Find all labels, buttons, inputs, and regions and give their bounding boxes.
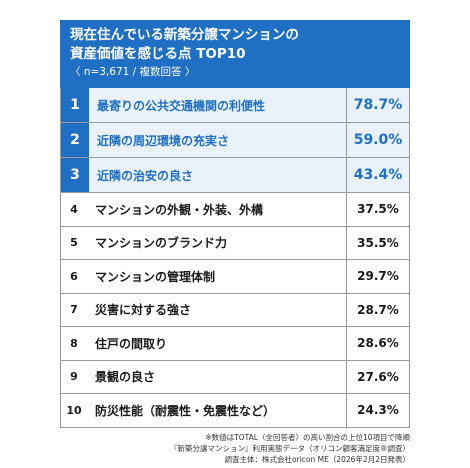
item-label: 近隣の治安の良さ — [97, 168, 194, 183]
rank-number: 7 — [70, 303, 78, 317]
ranking-row-6: 6 マンションの管理体制 29.7% — [61, 260, 409, 294]
item-label: 住戸の間取り — [95, 336, 168, 351]
item-label: 近隣の周辺環境の充実さ — [97, 133, 230, 148]
title-line-1: 現在住んでいる新築分譲マンションの — [70, 27, 299, 43]
footnote-line-2: 『新築分譲マンション』利用実態データ（オリコン顧客満足度®調査） — [170, 444, 410, 453]
item-label: 災害に対する強さ — [95, 303, 192, 318]
item-label: マンションの管理体制 — [95, 269, 216, 284]
item-label: 景観の良さ — [95, 370, 156, 385]
ranking-row-10: 10 防災性能（耐震性・免震性など） 24.3% — [61, 394, 409, 428]
title-line-2: 資産価値を感じる点 TOP10 — [70, 46, 246, 62]
item-percentage: 28.6% — [346, 327, 409, 360]
ranking-card: 現在住んでいる新築分譲マンションの 資産価値を感じる点 TOP10 〈 n=3,… — [60, 20, 410, 428]
item-label: マンションのブランド力 — [95, 236, 228, 251]
rank-number: 2 — [61, 123, 89, 157]
item-percentage: 59.0% — [346, 123, 409, 157]
item-percentage: 24.3% — [346, 394, 409, 427]
ranking-row-7: 7 災害に対する強さ 28.7% — [61, 293, 409, 327]
ranking-table: 1 最寄りの公共交通機関の利便性 78.7% 2 近隣の周辺環境の充実さ 59.… — [60, 88, 410, 428]
subtitle: 〈 n=3,671 / 複数回答 〉 — [70, 66, 196, 78]
item-percentage: 78.7% — [346, 88, 409, 122]
item-label: マンションの外観・外装、外構 — [95, 202, 264, 217]
ranking-row-3: 3 近隣の治安の良さ 43.4% — [61, 158, 409, 193]
rank-number: 6 — [70, 269, 78, 283]
ranking-header: 現在住んでいる新築分譲マンションの 資産価値を感じる点 TOP10 〈 n=3,… — [60, 20, 410, 88]
footnote-line-3: 調査主体：株式会社oricon ME（2026年2月2日発表） — [224, 455, 410, 464]
item-percentage: 37.5% — [346, 193, 409, 226]
rank-number: 5 — [70, 236, 78, 250]
ranking-row-2: 2 近隣の周辺環境の充実さ 59.0% — [61, 123, 409, 158]
item-percentage: 35.5% — [346, 226, 409, 259]
rank-number: 10 — [66, 403, 82, 417]
ranking-row-5: 5 マンションのブランド力 35.5% — [61, 226, 409, 260]
item-label: 防災性能（耐震性・免震性など） — [95, 403, 276, 418]
item-percentage: 28.7% — [346, 293, 409, 326]
rank-number: 1 — [61, 88, 89, 122]
item-percentage: 43.4% — [346, 158, 409, 192]
ranking-row-4: 4 マンションの外観・外装、外構 37.5% — [61, 193, 409, 227]
footnote-line-1: ※数値はTOTAL（全回答者）の高い割合の上位10項目で降順 — [205, 433, 410, 442]
ranking-row-9: 9 景観の良さ 27.6% — [61, 360, 409, 394]
item-percentage: 29.7% — [346, 260, 409, 293]
rank-number: 4 — [70, 202, 78, 216]
rank-number: 8 — [70, 336, 78, 350]
item-label: 最寄りの公共交通機関の利便性 — [97, 98, 266, 113]
rank-number: 3 — [61, 158, 89, 192]
footnotes: ※数値はTOTAL（全回答者）の高い割合の上位10項目で降順 『新築分譲マンショ… — [170, 432, 410, 465]
item-percentage: 27.6% — [346, 360, 409, 393]
ranking-row-1: 1 最寄りの公共交通機関の利便性 78.7% — [61, 88, 409, 123]
rank-number: 9 — [70, 370, 78, 384]
ranking-row-8: 8 住戸の間取り 28.6% — [61, 327, 409, 361]
